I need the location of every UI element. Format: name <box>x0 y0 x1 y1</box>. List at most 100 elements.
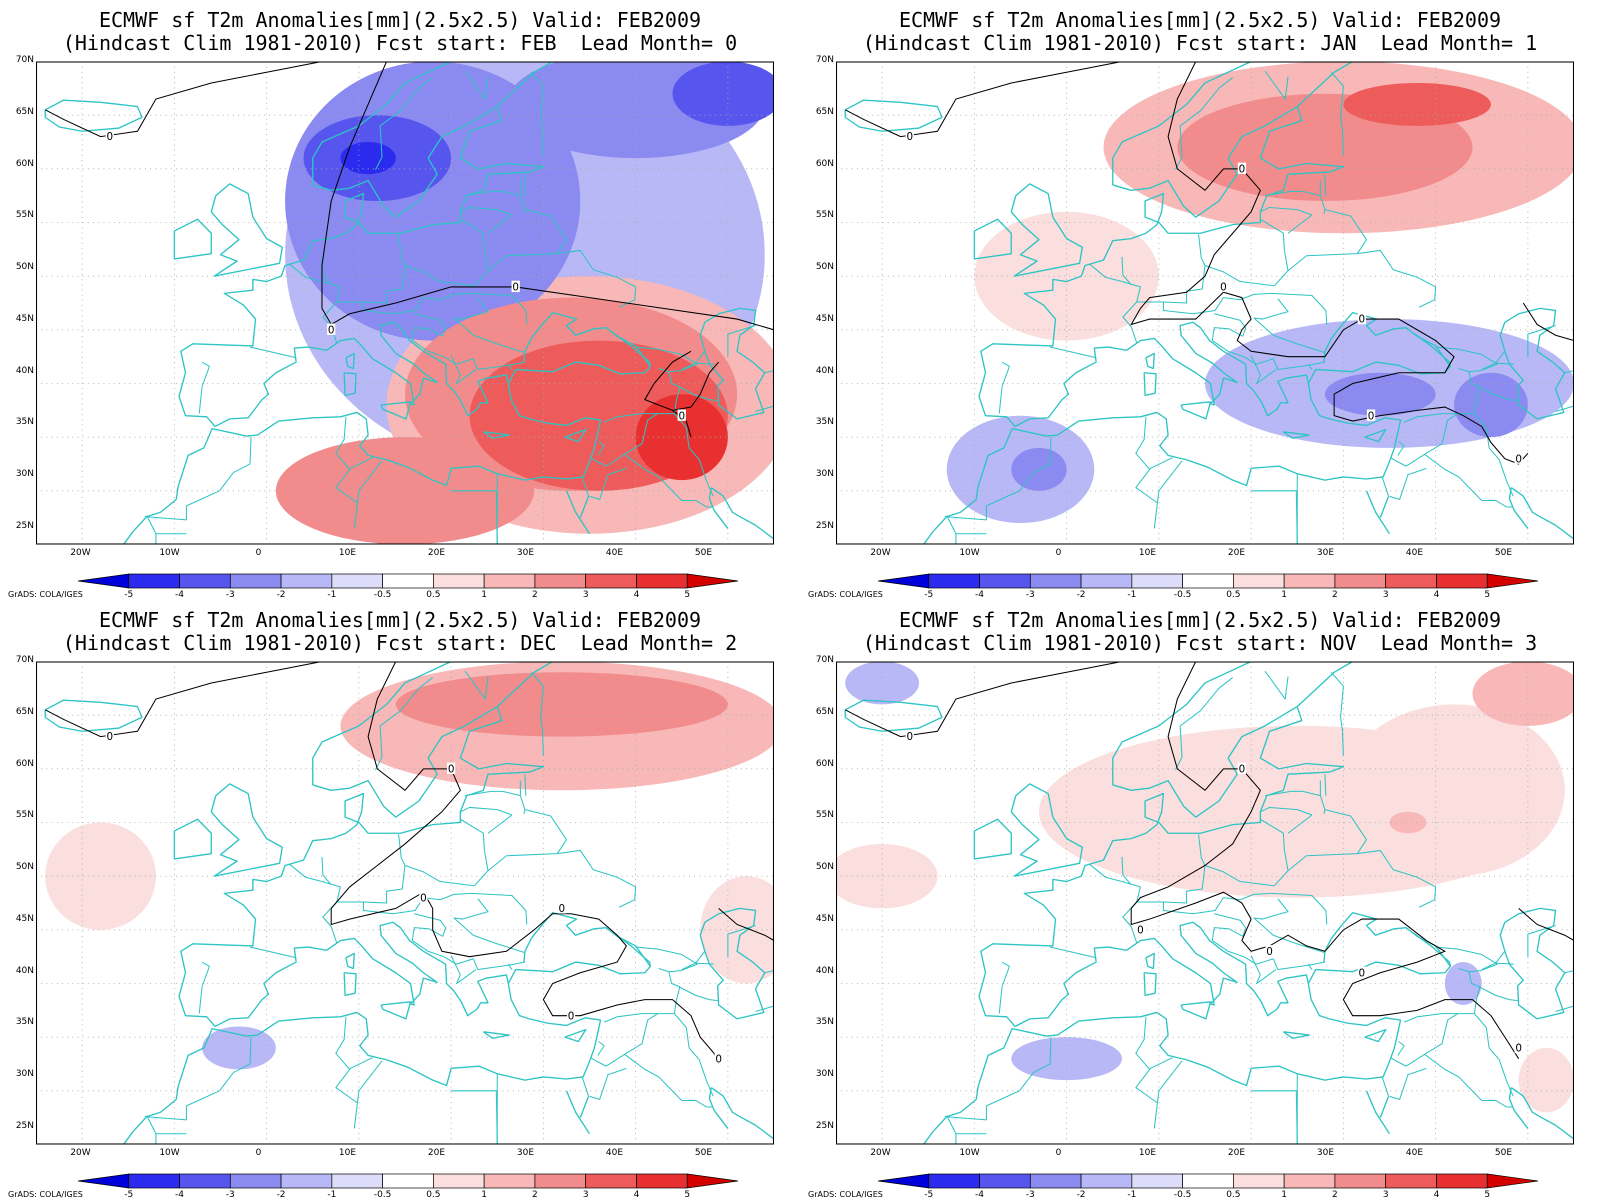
contour-label: 0 <box>1368 410 1375 422</box>
coastline <box>1010 183 1083 277</box>
coastline <box>1180 401 1212 420</box>
colorbar-label: 4 <box>633 1190 640 1200</box>
anomaly-region <box>1343 704 1565 877</box>
coastline <box>312 661 554 818</box>
colorbar-label: -0.5 <box>1173 1190 1192 1200</box>
country-border <box>464 790 521 797</box>
coastline <box>210 183 283 277</box>
coastline <box>579 1095 590 1118</box>
lat-tick-label: 60N <box>15 158 34 169</box>
contour-label: 0 <box>107 131 114 143</box>
country-border <box>1136 264 1275 304</box>
country-border <box>1135 1016 1151 1070</box>
country-border <box>144 505 187 521</box>
country-border <box>487 849 637 908</box>
country-border <box>1264 670 1289 700</box>
country-border <box>581 476 590 497</box>
contour-label: 0 <box>568 1010 575 1022</box>
zero-contour <box>44 661 774 1065</box>
colorbar-label: 0.5 <box>1226 1190 1241 1200</box>
contour-label-bg <box>1265 945 1274 957</box>
colorbar <box>78 573 738 589</box>
country-border <box>1287 849 1437 908</box>
country-border <box>727 324 756 357</box>
country-border <box>335 457 373 504</box>
panel-title-line1: ECMWF sf T2m Anomalies[mm](2.5x2.5) Vali… <box>98 608 702 632</box>
lat-tick-label: 25N <box>15 521 34 531</box>
lat-tick-label: 55N <box>815 210 834 221</box>
colorbar-swatch <box>179 1173 231 1189</box>
country-border <box>144 1105 187 1121</box>
coastline <box>923 383 1402 545</box>
country-border <box>1162 292 1272 315</box>
coastline <box>565 490 591 535</box>
colorbar-label: 3 <box>582 590 589 600</box>
colorbar-label: -1 <box>1127 1190 1137 1200</box>
contour-label-bg <box>327 323 336 336</box>
contour-line <box>1130 661 1520 1059</box>
colorbar-swatch <box>686 1173 738 1189</box>
lon-tick-label: 50E <box>694 1148 713 1158</box>
lat-tick-label: 50N <box>15 862 34 873</box>
contour-label: 0 <box>107 731 114 743</box>
lat-tick-label: 65N <box>15 706 34 717</box>
lon-tick-label: 20E <box>1227 1148 1246 1158</box>
country-border <box>186 1037 252 1107</box>
colorbar-swatch <box>483 573 536 589</box>
country-border <box>605 1013 659 1067</box>
contour-line <box>1130 61 1529 465</box>
coastline <box>1364 428 1387 443</box>
country-border <box>1260 806 1313 816</box>
country-border <box>353 460 383 529</box>
coastlines <box>844 661 1574 1145</box>
colorbar-swatch <box>1182 1173 1234 1189</box>
colorbar-swatch <box>331 573 383 589</box>
lat-tick-label: 45N <box>815 913 834 924</box>
lon-tick-label: 50E <box>694 548 713 558</box>
map-layers: 0 0 0 0 0 0 <box>836 61 1574 545</box>
country-border <box>1564 370 1574 405</box>
lat-tick-label: 30N <box>15 1069 34 1080</box>
colorbar-label: -3 <box>1025 1190 1035 1200</box>
colorbar-swatch <box>1486 1173 1538 1189</box>
country-border <box>411 913 526 971</box>
colorbar-label: 5 <box>1484 1190 1491 1200</box>
contour-line <box>1522 302 1574 342</box>
colorbar-label: 2 <box>1332 590 1338 600</box>
colorbar-swatch <box>382 1173 434 1189</box>
country-border <box>998 961 1010 1014</box>
coastline <box>1010 783 1083 877</box>
lat-tick-label: 45N <box>15 913 34 924</box>
colorbar-swatch <box>483 1173 536 1189</box>
country-border <box>1478 986 1518 1002</box>
colorbar-label: 0.5 <box>426 590 441 600</box>
colorbar-swatch <box>1029 1173 1082 1189</box>
colorbar-swatch <box>1131 573 1183 589</box>
anomaly-region <box>974 211 1159 341</box>
contour-label: 0 <box>1239 763 1246 775</box>
contour-line <box>718 907 774 941</box>
country-border <box>1253 298 1325 353</box>
coastline <box>1365 490 1391 535</box>
country-border <box>398 834 406 866</box>
lon-tick-label: 40E <box>605 548 624 558</box>
country-border <box>695 950 706 964</box>
country-border <box>590 1057 607 1067</box>
lon-tick-label: 50E <box>1494 548 1513 558</box>
country-border <box>1481 362 1515 371</box>
lat-tick-label: 65N <box>815 106 834 117</box>
country-border <box>944 505 987 521</box>
coastline <box>579 495 590 518</box>
colorbar-swatch <box>280 573 333 589</box>
contour-label: 0 <box>420 892 427 904</box>
country-border <box>1089 863 1141 943</box>
lon-tick-label: 30E <box>516 548 535 558</box>
contour-label-bg <box>1237 762 1247 775</box>
country-border <box>186 437 252 507</box>
panel-title-line2: (Hindcast Clim 1981-2010) Fcst start: FE… <box>62 31 738 55</box>
map-frame <box>836 61 1574 545</box>
country-border <box>1153 1060 1183 1129</box>
panel-title-line2: (Hindcast Clim 1981-2010) Fcst start: JA… <box>862 31 1538 55</box>
country-border <box>1211 313 1326 371</box>
country-border <box>755 1005 774 1012</box>
